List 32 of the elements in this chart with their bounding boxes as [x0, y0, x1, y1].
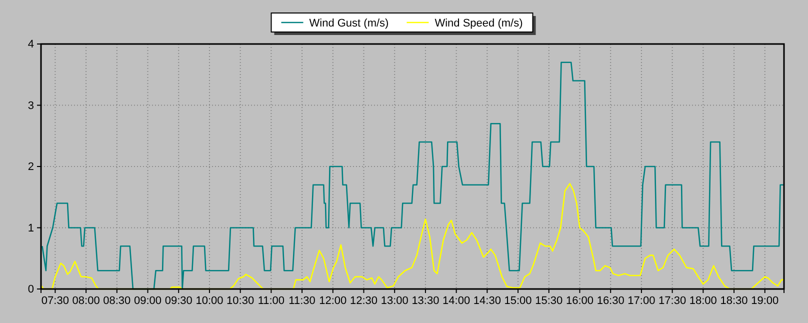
x-tick-label: 09:00: [134, 294, 162, 307]
x-tick-label: 14:00: [442, 294, 470, 307]
legend-label: Wind Gust (m/s): [309, 18, 389, 30]
x-tick-label: 12:00: [319, 294, 347, 307]
x-tick-label: 17:30: [658, 294, 686, 307]
x-tick-label: 15:30: [535, 294, 563, 307]
x-tick-label: 13:30: [412, 294, 440, 307]
y-tick-label: 4: [28, 38, 34, 51]
x-tick-label: 16:30: [596, 294, 624, 307]
legend-label: Wind Speed (m/s): [434, 18, 523, 30]
x-tick-label: 14:30: [473, 294, 501, 307]
x-tick-label: 08:00: [72, 294, 100, 307]
line-series: [42, 62, 784, 290]
x-tick-label: 07:30: [41, 294, 69, 307]
y-tick-label: 2: [28, 161, 34, 174]
x-tick-label: 10:00: [196, 294, 224, 307]
x-tick-label: 12:30: [350, 294, 378, 307]
x-tick-label: 11:30: [288, 294, 316, 307]
x-tick-label: 18:30: [720, 294, 748, 307]
x-tick-label: 13:00: [380, 294, 408, 307]
x-tick-label: 18:00: [689, 294, 717, 307]
y-tick-label: 1: [28, 222, 34, 234]
y-tick-label: 0: [28, 284, 34, 296]
x-tick-label: 10:30: [226, 294, 254, 307]
x-tick-label: 19:00: [751, 294, 779, 307]
x-tick-label: 15:00: [504, 294, 532, 307]
x-tick-label: 11:00: [258, 294, 285, 307]
x-tick-label: 16:00: [566, 294, 594, 307]
x-tick-label: 17:00: [628, 294, 656, 307]
x-tick-label: 09:30: [164, 294, 192, 307]
x-tick-label: 08:30: [103, 294, 131, 307]
y-tick-label: 3: [28, 100, 34, 112]
